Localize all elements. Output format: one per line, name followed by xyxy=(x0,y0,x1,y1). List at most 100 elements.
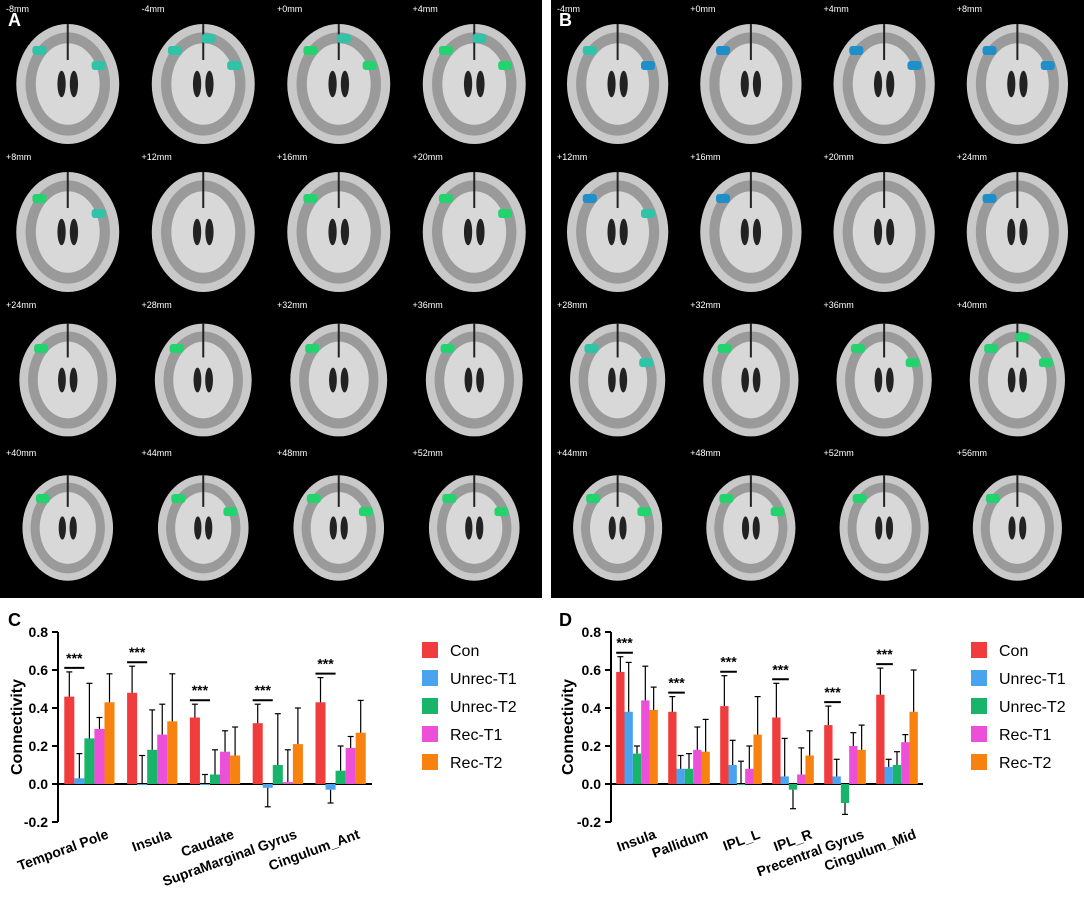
brain-slice-white-matter xyxy=(989,492,1046,564)
brain-slice-ventricle xyxy=(1007,367,1016,393)
activation-cluster xyxy=(227,61,242,70)
y-tick-label: 0.2 xyxy=(582,738,602,754)
brain-slice-ventricle xyxy=(752,367,761,393)
brain-slice: +16mm xyxy=(690,152,802,292)
brain-slice-ventricle xyxy=(741,516,750,540)
activation-cluster xyxy=(907,61,922,70)
bar xyxy=(137,784,148,785)
significance-label: *** xyxy=(720,654,737,670)
y-tick-label: -0.2 xyxy=(24,814,48,830)
slice-label: +16mm xyxy=(277,152,307,162)
slice-label: +36mm xyxy=(413,300,443,310)
bar xyxy=(220,751,231,784)
brain-slice: +44mm xyxy=(557,448,663,581)
slice-label: +44mm xyxy=(557,448,587,458)
bar xyxy=(632,753,642,784)
activation-cluster xyxy=(770,507,785,517)
brain-slice-ventricle xyxy=(58,516,66,540)
bar xyxy=(788,784,798,790)
brain-slice-ventricle xyxy=(740,218,749,246)
bar xyxy=(876,694,885,784)
brain-slice: +36mm xyxy=(413,300,523,437)
slice-label: -8mm xyxy=(6,4,29,14)
brain-slice-ventricle xyxy=(192,70,202,98)
brain-slice-ventricle xyxy=(463,218,473,246)
significance-label: *** xyxy=(876,646,893,662)
legend-swatch xyxy=(971,642,987,658)
x-tick-label: IPL_L xyxy=(721,826,763,854)
bar xyxy=(676,768,685,784)
activation-cluster xyxy=(905,358,920,368)
brain-slice-ventricle xyxy=(741,367,749,393)
activation-cluster xyxy=(716,194,731,203)
activation-cluster xyxy=(982,46,997,55)
brain-slice-white-matter xyxy=(39,492,96,564)
activation-cluster xyxy=(223,507,238,517)
bar xyxy=(252,723,263,784)
x-tick-label: Pallidum xyxy=(650,826,710,861)
brain-slice-ventricle xyxy=(340,367,349,393)
brain-slice: +52mm xyxy=(413,448,520,581)
slice-label: +4mm xyxy=(413,4,438,14)
activation-cluster xyxy=(91,61,106,70)
bar xyxy=(684,768,694,784)
bar xyxy=(641,700,650,784)
slice-label: +16mm xyxy=(690,152,720,162)
slice-label: +24mm xyxy=(6,300,36,310)
brain-slice-white-matter xyxy=(306,43,371,125)
activation-cluster xyxy=(984,343,999,353)
panel-letter-a: A xyxy=(8,10,21,30)
bar-chart-c: -0.2 0.0 0.2 0.4 0.6 0.8 Connectivity *** Tempor… xyxy=(9,624,517,889)
activation-cluster xyxy=(167,46,182,55)
brain-slice-ventricle xyxy=(607,70,616,98)
brain-slice-white-matter xyxy=(719,43,783,125)
legend-swatch xyxy=(422,726,438,742)
brain-slice-ventricle xyxy=(873,218,883,246)
bar xyxy=(832,776,841,784)
activation-cluster xyxy=(498,209,513,218)
bar xyxy=(209,774,221,784)
bar xyxy=(127,692,138,784)
activation-cluster xyxy=(637,507,652,517)
y-tick-label: 0.0 xyxy=(582,776,602,792)
activation-cluster xyxy=(982,194,997,203)
brain-slice-ventricle xyxy=(1019,516,1027,540)
slice-label: +24mm xyxy=(957,152,987,162)
brain-slices-b: -4mm +0mm +4mm +8mm +12mm +16mm +20mm +24mm +28m… xyxy=(557,4,1069,581)
slice-label: +28mm xyxy=(142,300,172,310)
activation-cluster xyxy=(852,493,867,503)
bar xyxy=(167,721,178,784)
legend-swatch xyxy=(422,698,438,714)
brain-slice-ventricle xyxy=(205,516,213,540)
bar xyxy=(857,749,866,784)
chart-panel-d: D -0.2 0.0 0.2 0.4 0.6 0.8 Connectivity *** Insu… xyxy=(551,602,1084,916)
brain-slice-ventricle xyxy=(205,70,214,98)
brain-slice: -4mm xyxy=(142,4,255,144)
slice-label: -4mm xyxy=(142,4,165,14)
activation-cluster xyxy=(586,493,601,503)
legend-label: Rec-T1 xyxy=(450,727,503,744)
legend-swatch xyxy=(971,698,987,714)
bar xyxy=(824,725,833,784)
bar xyxy=(64,696,75,784)
legend-swatch xyxy=(422,670,438,686)
brain-slice: +24mm xyxy=(957,152,1069,292)
brain-slice-ventricle xyxy=(619,516,627,540)
brain-slice-ventricle xyxy=(57,218,66,246)
bar xyxy=(94,728,105,784)
brain-slice-white-matter xyxy=(35,191,100,273)
bar xyxy=(701,751,710,784)
brain-slice-white-matter xyxy=(589,492,646,564)
brain-slice-white-matter xyxy=(37,341,98,419)
brain-slice-white-matter xyxy=(446,492,503,564)
brain-slice-white-matter xyxy=(985,191,1049,273)
brain-slice: +20mm xyxy=(413,152,526,292)
bar xyxy=(736,784,746,785)
slice-label: +20mm xyxy=(413,152,443,162)
x-tick-label: Insula xyxy=(130,826,174,855)
bar xyxy=(797,774,806,784)
bar xyxy=(884,766,893,784)
bar xyxy=(909,711,918,784)
brain-slice-ventricle xyxy=(205,367,213,393)
brain-slice-white-matter xyxy=(308,341,369,419)
